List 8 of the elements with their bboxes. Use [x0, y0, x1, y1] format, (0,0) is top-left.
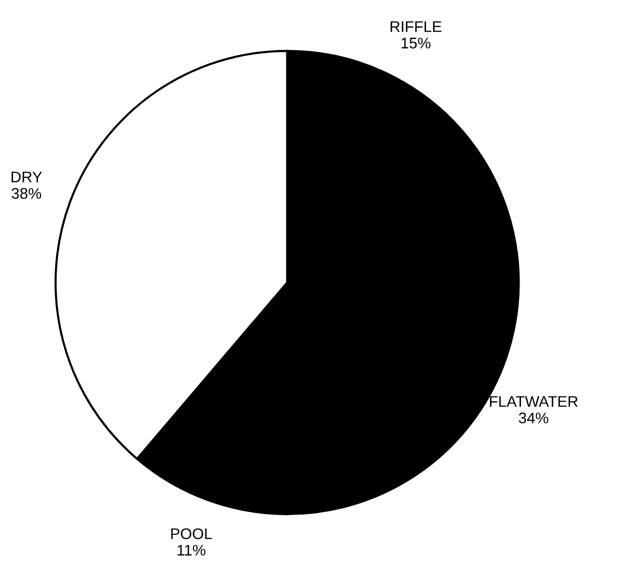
data-label: 38% — [12, 188, 42, 199]
slice-label: FLATWATER — [490, 396, 578, 407]
data-label: 11% — [178, 544, 206, 556]
slice-label: DRY — [12, 172, 42, 182]
slice-label: RIFFLE — [390, 21, 442, 32]
slice-label: POOL — [171, 528, 212, 540]
data-label: 34% — [518, 412, 548, 424]
data-label: 15% — [402, 38, 430, 48]
